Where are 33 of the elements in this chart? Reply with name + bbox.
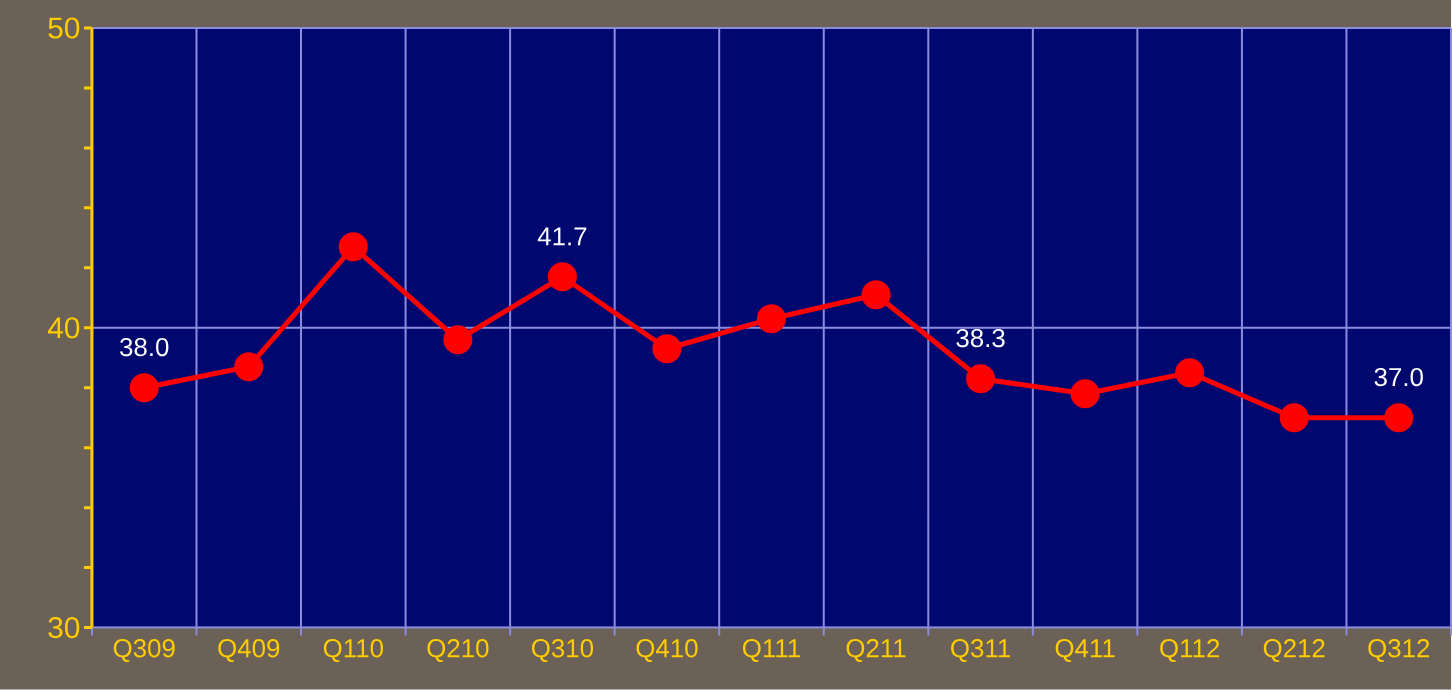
- point: [234, 352, 264, 382]
- data-label: 41.7: [537, 227, 587, 246]
- point: [966, 364, 996, 394]
- point: [1070, 379, 1100, 409]
- point: [443, 325, 473, 355]
- x-tick-label: Q110: [323, 639, 383, 663]
- x-tick-label: Q411: [1055, 639, 1115, 663]
- x-tick-label: Q310: [531, 639, 594, 663]
- y-tick-label: 50: [48, 17, 80, 39]
- x-tick-label: Q211: [846, 639, 906, 663]
- x-tick-label: Q311: [951, 639, 1011, 663]
- data-label: 38.0: [120, 338, 169, 357]
- y-tick-label: 40: [47, 317, 80, 339]
- point: [1279, 403, 1309, 433]
- x-tick-label: Q410: [636, 639, 698, 663]
- x-tick-label: Q312: [1368, 639, 1430, 663]
- x-tick-label: Q210: [427, 639, 489, 663]
- point: [652, 334, 682, 364]
- x-tick-label: Q309: [113, 639, 175, 663]
- y-tick-label: 30: [48, 617, 80, 639]
- point: [1384, 403, 1414, 433]
- data-label: 38.3: [956, 329, 1005, 348]
- x-tick-label: Q409: [218, 639, 280, 663]
- point: [861, 280, 891, 310]
- data-label: 37.0: [1374, 368, 1423, 387]
- point: [338, 232, 368, 262]
- point: [756, 304, 786, 334]
- point: [129, 373, 159, 403]
- point: [1175, 358, 1205, 388]
- point: [547, 262, 577, 292]
- x-tick-label: Q212: [1263, 639, 1325, 663]
- x-tick-label: Q111: [742, 639, 800, 663]
- x-tick-label: Q112: [1160, 639, 1220, 663]
